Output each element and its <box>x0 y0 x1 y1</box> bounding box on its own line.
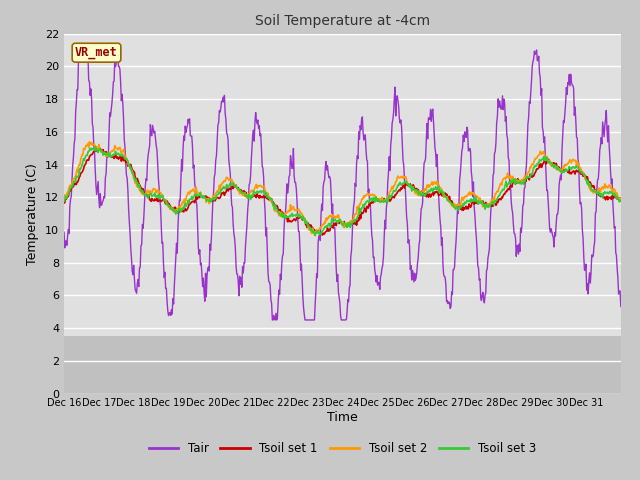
Bar <box>64 336 621 394</box>
X-axis label: Time: Time <box>327 411 358 424</box>
Legend: Tair, Tsoil set 1, Tsoil set 2, Tsoil set 3: Tair, Tsoil set 1, Tsoil set 2, Tsoil se… <box>144 437 541 460</box>
Title: Soil Temperature at -4cm: Soil Temperature at -4cm <box>255 14 430 28</box>
Text: VR_met: VR_met <box>75 46 118 59</box>
Y-axis label: Temperature (C): Temperature (C) <box>26 163 39 264</box>
